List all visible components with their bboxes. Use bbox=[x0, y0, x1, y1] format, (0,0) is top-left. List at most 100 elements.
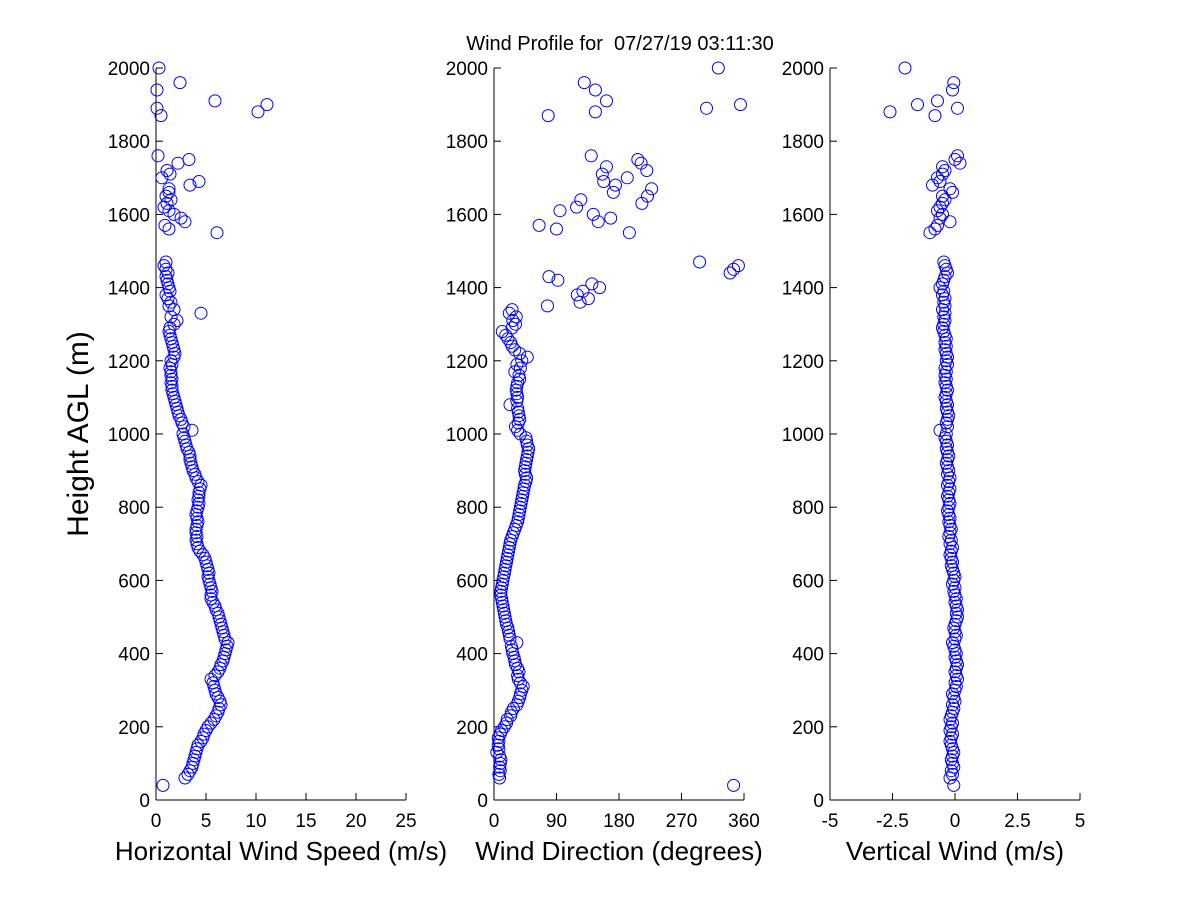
direction-data-point bbox=[577, 76, 591, 90]
vertical-data-point bbox=[943, 215, 957, 229]
direction-data-point bbox=[584, 149, 598, 163]
speed-data-point bbox=[159, 189, 173, 203]
direction-data-point bbox=[645, 182, 659, 196]
direction-data-point bbox=[585, 277, 599, 291]
vertical-data-point bbox=[941, 445, 954, 459]
vertical-data-point bbox=[926, 178, 939, 192]
vertical-y-tick-label: 2000 bbox=[782, 59, 824, 80]
direction-data-point bbox=[588, 83, 602, 97]
direction-y-tick-label: 400 bbox=[456, 645, 488, 666]
speed-data-point bbox=[167, 207, 181, 221]
vertical-data-point bbox=[946, 185, 959, 199]
direction-data-point bbox=[622, 226, 636, 240]
direction-data-point bbox=[597, 175, 611, 188]
direction-data-point bbox=[727, 262, 741, 276]
vertical-data-point bbox=[946, 727, 959, 741]
direction-data-point bbox=[570, 200, 584, 214]
vertical-data-point bbox=[951, 101, 964, 115]
direction-data-point bbox=[620, 171, 634, 185]
speed-data-point bbox=[162, 222, 176, 236]
vertical-data-point bbox=[942, 500, 956, 514]
direction-data-point bbox=[553, 204, 567, 218]
speed-data-point bbox=[154, 109, 168, 123]
speed-data-point bbox=[198, 551, 212, 565]
direction-data-point bbox=[573, 295, 587, 309]
vertical-data-point bbox=[898, 61, 912, 75]
speed-x-tick-label: 10 bbox=[245, 811, 266, 832]
vertical-x-tick-label: 0 bbox=[950, 811, 961, 832]
direction-data-point bbox=[723, 266, 737, 280]
vertical-data-point bbox=[931, 171, 944, 185]
direction-data-point bbox=[500, 713, 514, 726]
speed-data-point bbox=[191, 738, 205, 752]
direction-data-point bbox=[593, 281, 607, 295]
speed-data-point bbox=[150, 83, 164, 97]
direction-data-point bbox=[541, 299, 554, 313]
direction-y-tick-label: 1600 bbox=[446, 205, 488, 226]
vertical-y-tick-label: 800 bbox=[792, 498, 824, 519]
speed-y-tick-label: 1200 bbox=[108, 352, 150, 373]
speed-data-point bbox=[221, 636, 235, 650]
direction-x-tick-label: 180 bbox=[603, 811, 635, 832]
vertical-data-point bbox=[946, 636, 959, 650]
direction-data-point bbox=[591, 215, 605, 229]
speed-data-point bbox=[251, 105, 265, 119]
direction-data-point bbox=[513, 361, 527, 375]
direction-data-point bbox=[502, 306, 516, 320]
direction-x-tick-label: 0 bbox=[489, 811, 500, 832]
vertical-data-point bbox=[941, 420, 954, 434]
speed-data-point bbox=[161, 266, 175, 280]
vertical-data-point bbox=[946, 756, 959, 770]
speed-data-point bbox=[164, 193, 178, 207]
vertical-y-tick-label: 400 bbox=[792, 645, 824, 666]
speed-data-point bbox=[208, 94, 222, 108]
vertical-data-point bbox=[933, 281, 947, 295]
vertical-y-tick-label: 1800 bbox=[782, 132, 824, 153]
vertical-data-point bbox=[944, 764, 958, 778]
vertical-y-tick-label: 200 bbox=[792, 718, 824, 739]
vertical-data-point bbox=[949, 614, 963, 628]
speed-y-tick-label: 1000 bbox=[108, 425, 150, 446]
direction-data-point bbox=[595, 167, 609, 181]
speed-y-tick-label: 200 bbox=[118, 718, 150, 739]
direction-data-point bbox=[495, 724, 509, 737]
direction-data-point bbox=[513, 676, 527, 690]
direction-data-point bbox=[516, 680, 530, 693]
speed-data-point bbox=[206, 676, 220, 690]
direction-data-point bbox=[727, 778, 741, 792]
direction-data-point bbox=[700, 101, 713, 115]
direction-data-point bbox=[493, 749, 507, 763]
vertical-data-point bbox=[941, 266, 954, 280]
direction-data-point bbox=[550, 222, 563, 236]
speed-x-axis-label: Horizontal Wind Speed (m/s) bbox=[115, 836, 447, 866]
direction-data-point bbox=[510, 636, 524, 650]
vertical-data-point bbox=[947, 573, 961, 587]
direction-y-tick-label: 2000 bbox=[446, 59, 488, 80]
direction-data-point bbox=[494, 588, 508, 602]
vertical-data-point bbox=[946, 716, 959, 730]
vertical-data-point bbox=[936, 207, 949, 221]
speed-y-tick-label: 1800 bbox=[108, 132, 150, 153]
vertical-data-point bbox=[948, 153, 962, 166]
direction-data-point bbox=[490, 745, 504, 759]
speed-data-point bbox=[199, 724, 213, 737]
direction-data-point bbox=[506, 702, 520, 715]
vertical-data-point bbox=[943, 519, 957, 532]
speed-data-point bbox=[155, 171, 169, 185]
direction-y-tick-label: 1000 bbox=[446, 425, 488, 446]
vertical-data-point bbox=[947, 76, 961, 90]
speed-data-point bbox=[173, 76, 187, 90]
speed-data-point bbox=[174, 211, 188, 225]
vertical-data-point bbox=[936, 167, 949, 181]
speed-x-tick-label: 20 bbox=[345, 811, 366, 832]
direction-data-point bbox=[631, 153, 645, 166]
direction-y-tick-label: 1200 bbox=[446, 352, 488, 373]
vertical-data-point bbox=[948, 581, 962, 595]
speed-data-point bbox=[260, 98, 274, 112]
speed-data-point bbox=[152, 61, 166, 75]
direction-data-point bbox=[542, 270, 556, 284]
direction-data-point bbox=[609, 178, 622, 192]
speed-data-point bbox=[161, 292, 175, 306]
direction-y-tick-label: 1400 bbox=[446, 279, 488, 300]
